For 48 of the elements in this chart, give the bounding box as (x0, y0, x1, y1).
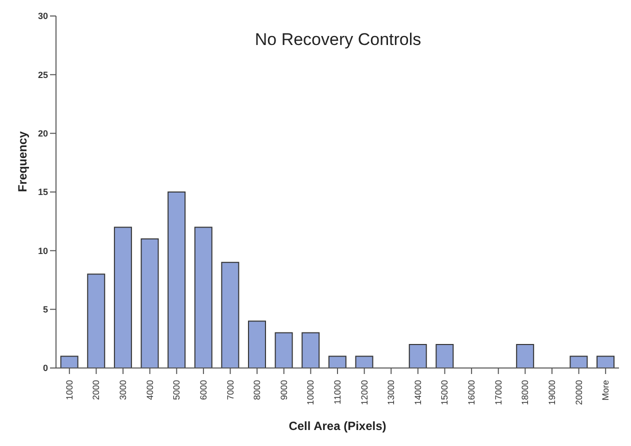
x-tick-label: 9000 (278, 380, 289, 400)
bar (140, 238, 159, 368)
x-tick-label: 4000 (144, 380, 155, 400)
x-tick-label: 7000 (225, 380, 236, 400)
y-tick-label: 20 (38, 128, 48, 139)
x-tick-label: 2000 (91, 380, 102, 400)
bar (168, 192, 186, 368)
bar (436, 344, 454, 368)
x-tick-label: 16000 (466, 380, 477, 406)
x-tick-label: 1000 (64, 380, 74, 400)
bar (302, 332, 320, 368)
x-tick-label: 6000 (198, 380, 208, 400)
bar (516, 344, 534, 368)
bar (596, 356, 615, 368)
x-tick-label: 14000 (412, 380, 423, 406)
y-axis-title: Frequency (15, 130, 30, 192)
y-tick-label: 15 (38, 187, 48, 198)
bar (87, 274, 106, 368)
bar (194, 226, 212, 368)
y-tick-label: 5 (42, 304, 48, 315)
x-tick-label: 18000 (520, 380, 530, 406)
x-tick-label: 11000 (332, 380, 342, 404)
y-tick-label: 25 (38, 70, 48, 80)
y-tick-label: 30 (38, 11, 48, 22)
x-tick-label: 15000 (440, 380, 450, 406)
bar (60, 356, 78, 368)
x-tick-label: 17000 (493, 380, 504, 406)
text: No Recovery Controls (254, 30, 422, 50)
bar (355, 356, 374, 368)
x-tick-label: 19000 (546, 380, 557, 406)
bar (408, 344, 427, 368)
x-tick-label: 12000 (359, 380, 370, 406)
x-tick-label: 20000 (574, 380, 584, 406)
x-axis-title: Cell Area (Pixels) (288, 419, 386, 433)
y-tick-label: 0 (42, 363, 48, 374)
bar (221, 262, 240, 368)
bar (274, 332, 293, 368)
x-tick-label: 10000 (306, 380, 316, 406)
bar (114, 226, 132, 368)
x-tick-label: 13000 (386, 380, 396, 406)
x-tick-label: More (600, 380, 611, 401)
x-tick-label: 8000 (252, 380, 262, 400)
bar (328, 356, 346, 368)
x-tick-label: 5000 (172, 380, 182, 400)
y-tick-label: 10 (38, 246, 48, 256)
bar (248, 320, 266, 368)
bar (570, 356, 588, 368)
x-tick-label: 3000 (118, 380, 128, 400)
